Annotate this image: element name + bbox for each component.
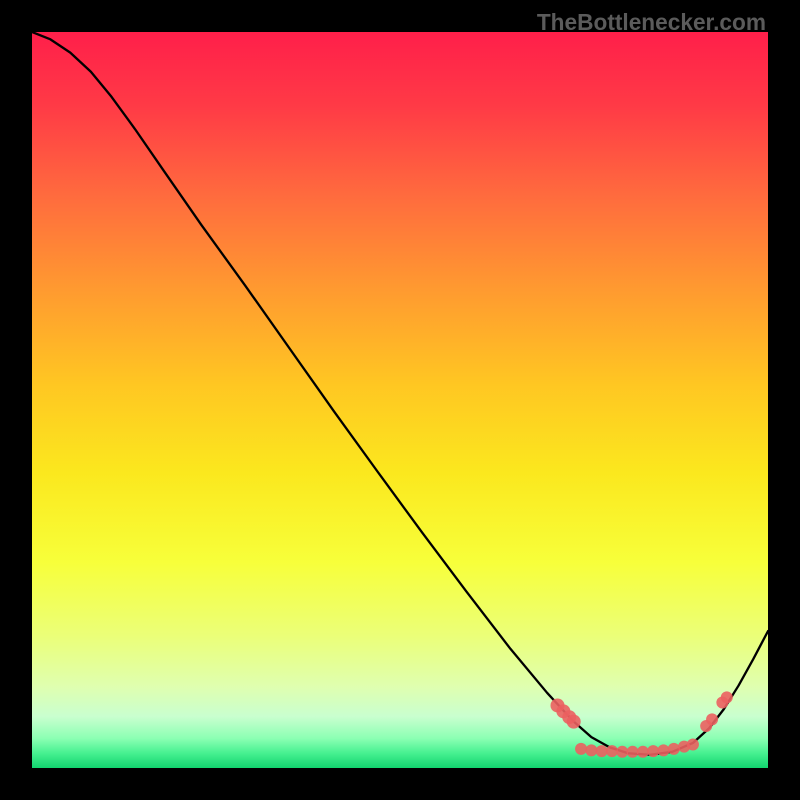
data-marker: [687, 738, 699, 750]
curve-layer: [32, 32, 768, 768]
bottleneck-curve: [32, 32, 768, 755]
data-marker: [668, 743, 680, 755]
data-marker: [616, 746, 628, 758]
watermark-text: TheBottlenecker.com: [537, 9, 766, 36]
data-marker: [721, 691, 733, 703]
data-marker: [567, 715, 581, 729]
data-marker: [585, 744, 597, 756]
data-marker: [657, 744, 669, 756]
data-marker: [706, 713, 718, 725]
data-marker: [647, 745, 659, 757]
marker-group: [551, 691, 733, 757]
data-marker: [596, 745, 608, 757]
data-marker: [606, 745, 618, 757]
data-marker: [575, 743, 587, 755]
plot-area: [32, 32, 768, 768]
data-marker: [627, 746, 639, 758]
data-marker: [637, 746, 649, 758]
